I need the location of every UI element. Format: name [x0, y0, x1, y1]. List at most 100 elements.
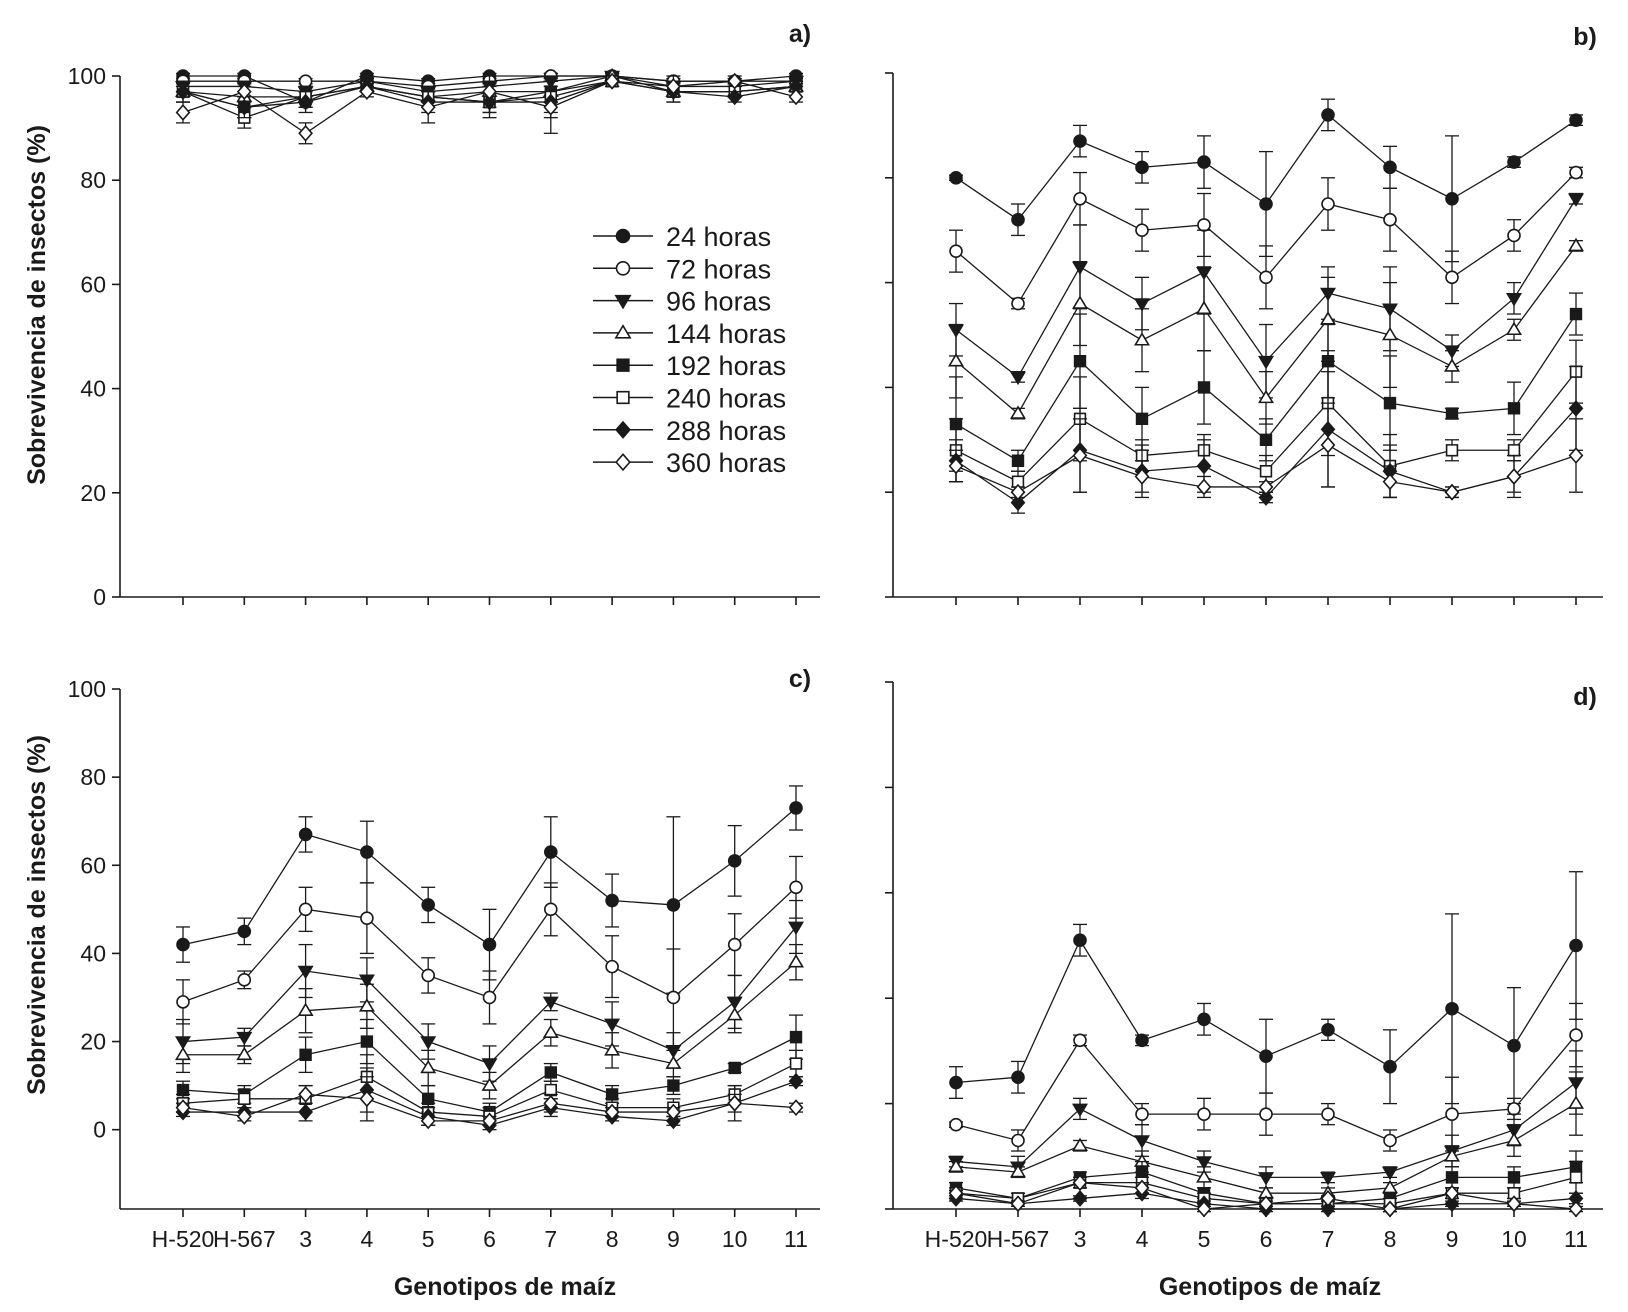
data-point [236, 1046, 253, 1061]
data-point [1445, 270, 1459, 285]
data-point [605, 959, 619, 974]
data-point [788, 1072, 804, 1090]
data-point [1568, 399, 1584, 417]
data-point [1443, 358, 1461, 372]
data-point [298, 827, 313, 842]
x-tick-label: 4 [361, 1226, 374, 1252]
data-point [298, 1086, 313, 1103]
legend-label: 240 horas [666, 384, 786, 414]
data-point [1073, 191, 1087, 206]
panel-2: b) [885, 23, 1603, 605]
panel-1: 0 20 40 60 80 100 a) [68, 20, 820, 610]
y-tick-label: 100 [68, 63, 106, 89]
x-tick-label: 6 [483, 1226, 496, 1252]
legend-item: 360 horas [593, 448, 786, 478]
data-point [947, 1158, 965, 1173]
data-point [789, 1030, 803, 1044]
data-point [1071, 1103, 1089, 1118]
data-point [360, 845, 374, 859]
data-point [1444, 1195, 1460, 1213]
data-point [236, 1108, 252, 1125]
data-point [1197, 1107, 1211, 1121]
x-tick-label: 10 [722, 1226, 748, 1252]
series-360-horas [948, 1174, 1584, 1218]
data-point [1382, 1200, 1398, 1218]
data-point [1259, 270, 1273, 285]
data-point [1444, 1184, 1460, 1202]
x-tick-label: 5 [1198, 1226, 1211, 1252]
data-point [1134, 1179, 1150, 1197]
data-point [298, 124, 313, 142]
data-point [482, 1112, 497, 1130]
legend-label: 24 horas [666, 222, 771, 252]
data-point [605, 1088, 619, 1101]
data-point [1321, 1023, 1335, 1037]
data-point [1011, 212, 1025, 227]
data-point [174, 1046, 192, 1061]
data-point [1507, 1186, 1521, 1200]
data-point [1383, 212, 1397, 227]
data-point [176, 937, 190, 952]
data-point [947, 353, 965, 367]
series-24-horas [949, 871, 1583, 1105]
data-point [421, 1092, 435, 1106]
data-point [666, 1103, 681, 1121]
legend-marker [616, 390, 630, 405]
data-point [1072, 1190, 1088, 1207]
legend-marker [616, 358, 630, 372]
data-point [789, 801, 803, 815]
series-144-horas [947, 1071, 1585, 1200]
legend-label: 192 horas [666, 351, 786, 381]
data-point [358, 974, 375, 989]
data-point [1196, 478, 1212, 496]
y-tick-label: 0 [93, 1117, 106, 1143]
data-point [666, 1112, 681, 1130]
data-point [297, 1002, 314, 1016]
legend-marker [615, 260, 631, 276]
series-24-horas [176, 785, 803, 994]
data-point [788, 88, 804, 106]
data-point [948, 457, 964, 475]
data-point [1135, 1107, 1149, 1121]
y-tick-label: 80 [80, 764, 106, 790]
data-point [176, 1083, 190, 1097]
data-point [1569, 113, 1583, 127]
data-point [1383, 160, 1397, 175]
legend-label: 144 horas [666, 319, 786, 349]
legend-marker [614, 294, 632, 310]
data-point [605, 893, 619, 908]
data-point [1445, 407, 1459, 420]
data-point [1073, 134, 1087, 148]
data-point [1321, 108, 1335, 122]
data-point [1505, 293, 1523, 307]
data-point [236, 98, 252, 116]
data-point [1383, 1133, 1397, 1148]
data-point [1383, 1059, 1397, 1074]
x-tick-label: H-520 [152, 1226, 215, 1252]
data-point [298, 74, 313, 89]
data-point [1507, 228, 1521, 243]
data-point [1134, 468, 1150, 485]
data-point [1197, 381, 1211, 394]
data-point [1569, 938, 1583, 953]
data-point [299, 1048, 312, 1061]
data-point [1321, 1107, 1335, 1121]
data-point [1383, 396, 1397, 410]
data-point [604, 1018, 621, 1033]
data-point [482, 937, 497, 952]
data-point [421, 968, 436, 983]
x-tick-label: 11 [1564, 1226, 1588, 1252]
data-point [1505, 1132, 1523, 1146]
data-point [544, 1066, 558, 1079]
x-tick-label: 4 [1136, 1226, 1149, 1252]
y-axis-title-bottom: Sobrevivencia de insectos (%) [23, 735, 51, 1095]
data-point [1195, 1169, 1213, 1183]
data-point [1445, 444, 1459, 457]
data-point [1505, 321, 1523, 336]
legend-item: 192 horas [593, 351, 786, 381]
data-point [421, 898, 436, 912]
data-point [1443, 1148, 1461, 1162]
data-point [176, 995, 190, 1009]
series-72-horas [949, 165, 1583, 311]
x-tick-label: 3 [299, 1226, 312, 1252]
